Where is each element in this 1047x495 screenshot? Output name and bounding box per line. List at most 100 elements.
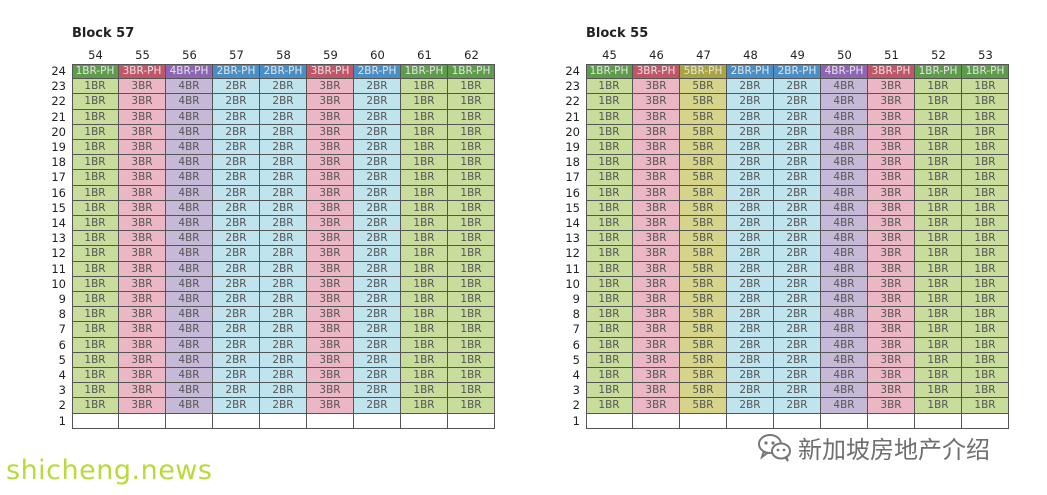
unit-cell: 2BR (774, 170, 821, 186)
unit-cell: 2BR (774, 383, 821, 399)
unit-cell: 1BR (586, 307, 633, 323)
unit-cell: 1BR (915, 383, 962, 399)
unit-cell: 3BR (868, 79, 915, 95)
unit-cell: 1BR (448, 94, 495, 110)
unit-cell: 3BR (119, 185, 166, 201)
floor-row: 1BR 3BR 5BR 2BR 2BR 4BR 3BR 1BR 1BR (586, 140, 1009, 156)
unit-cell: 4BR (166, 124, 213, 140)
wechat-icon (756, 432, 792, 462)
unit-cell: 4BR (821, 292, 868, 308)
unit-cell: 2BR (774, 109, 821, 125)
unit-cell: 4BR (166, 170, 213, 186)
penthouse-unit-cell: 1BR-PH (586, 64, 633, 80)
unit-cell: 3BR (119, 79, 166, 95)
unit-cell: 1BR (586, 337, 633, 353)
unit-cell: 1BR (962, 276, 1009, 292)
unit-cell: 3BR (307, 246, 354, 262)
unit-cell: 3BR (633, 140, 680, 156)
unit-cell: 2BR (727, 216, 774, 232)
empty-unit-cell (354, 413, 401, 429)
penthouse-unit-cell: 2BR-PH (727, 64, 774, 80)
stack-header: 50 (837, 48, 852, 62)
unit-cell: 3BR (307, 216, 354, 232)
unit-cell: 2BR (213, 307, 260, 323)
unit-cell: 4BR (821, 261, 868, 277)
empty-unit-cell (774, 413, 821, 429)
unit-cell: 1BR (448, 155, 495, 171)
unit-cell: 4BR (821, 170, 868, 186)
unit-cell: 3BR (868, 109, 915, 125)
unit-cell: 5BR (680, 292, 727, 308)
floor-row: 1BR 3BR 5BR 2BR 2BR 4BR 3BR 1BR 1BR (586, 170, 1009, 186)
penthouse-unit-cell: 2BR-PH (213, 64, 260, 80)
floor-label: 9 (58, 292, 66, 306)
unit-cell: 2BR (260, 79, 307, 95)
unit-cell: 2BR (727, 140, 774, 156)
unit-cell: 3BR (868, 292, 915, 308)
unit-cell: 2BR (774, 337, 821, 353)
unit-cell: 4BR (821, 276, 868, 292)
unit-cell: 2BR (260, 292, 307, 308)
watermark: shicheng.news (6, 455, 213, 486)
floor-row: 1BR 3BR 4BR 2BR 2BR 3BR 2BR 1BR 1BR (72, 276, 495, 292)
unit-cell: 2BR (260, 170, 307, 186)
stack-header: 54 (88, 48, 103, 62)
floor-label: 8 (572, 307, 580, 322)
unit-cell: 2BR (260, 231, 307, 247)
unit-cell: 3BR (633, 200, 680, 216)
unit-cell: 3BR (307, 79, 354, 95)
unit-cell: 1BR (586, 368, 633, 384)
floor-label: 7 (58, 322, 66, 337)
unit-cell: 1BR (448, 231, 495, 247)
penthouse-unit-cell: 2BR-PH (260, 64, 307, 80)
floor-row: 1BR 3BR 4BR 2BR 2BR 3BR 2BR 1BR 1BR (72, 170, 495, 186)
unit-cell: 3BR (633, 337, 680, 353)
unit-cell: 2BR (213, 94, 260, 110)
unit-cell: 4BR (166, 246, 213, 262)
unit-cell: 1BR (586, 155, 633, 171)
floor-label: 20 (565, 124, 580, 139)
floor-label: 9 (572, 292, 580, 306)
unit-cell: 1BR (448, 246, 495, 262)
unit-cell: 1BR (915, 261, 962, 277)
unit-cell: 1BR (401, 398, 448, 414)
penthouse-unit-cell: 3BR-PH (307, 64, 354, 80)
unit-cell: 3BR (119, 231, 166, 247)
unit-cell: 3BR (633, 352, 680, 368)
unit-cell: 1BR (401, 383, 448, 399)
penthouse-unit-cell: 4BR-PH (821, 64, 868, 80)
unit-cell: 3BR (633, 246, 680, 262)
unit-cell: 5BR (680, 170, 727, 186)
unit-cell: 2BR (774, 276, 821, 292)
unit-cell: 3BR (307, 94, 354, 110)
unit-cell: 1BR (401, 94, 448, 110)
floor-row (72, 413, 495, 429)
unit-cell: 4BR (166, 276, 213, 292)
stack-header: 53 (978, 48, 993, 62)
unit-cell: 2BR (774, 94, 821, 110)
stack-header: 45 (602, 48, 617, 62)
unit-cell: 3BR (868, 322, 915, 338)
floor-row (586, 413, 1009, 429)
unit-cell: 2BR (260, 276, 307, 292)
penthouse-unit-cell: 2BR-PH (354, 64, 401, 80)
unit-cell: 4BR (166, 352, 213, 368)
unit-cell: 1BR (962, 368, 1009, 384)
floor-row: 1BR 3BR 5BR 2BR 2BR 4BR 3BR 1BR 1BR (586, 337, 1009, 353)
unit-cell: 3BR (119, 368, 166, 384)
unit-cell: 2BR (727, 398, 774, 414)
unit-cell: 2BR (260, 94, 307, 110)
floor-row: 1BR 3BR 5BR 2BR 2BR 4BR 3BR 1BR 1BR (586, 352, 1009, 368)
floor-label: 5 (572, 352, 580, 367)
unit-cell: 1BR (586, 292, 633, 308)
floor-label: 1 (572, 413, 580, 428)
unit-cell: 2BR (354, 352, 401, 368)
empty-unit-cell (166, 413, 213, 429)
floor-row: 1BR 3BR 5BR 2BR 2BR 4BR 3BR 1BR 1BR (586, 79, 1009, 95)
unit-cell: 2BR (774, 246, 821, 262)
floor-row: 1BR 3BR 5BR 2BR 2BR 4BR 3BR 1BR 1BR (586, 246, 1009, 262)
unit-cell: 1BR (72, 94, 119, 110)
unit-cell: 1BR (401, 322, 448, 338)
unit-cell: 3BR (868, 368, 915, 384)
unit-cell: 1BR (72, 337, 119, 353)
